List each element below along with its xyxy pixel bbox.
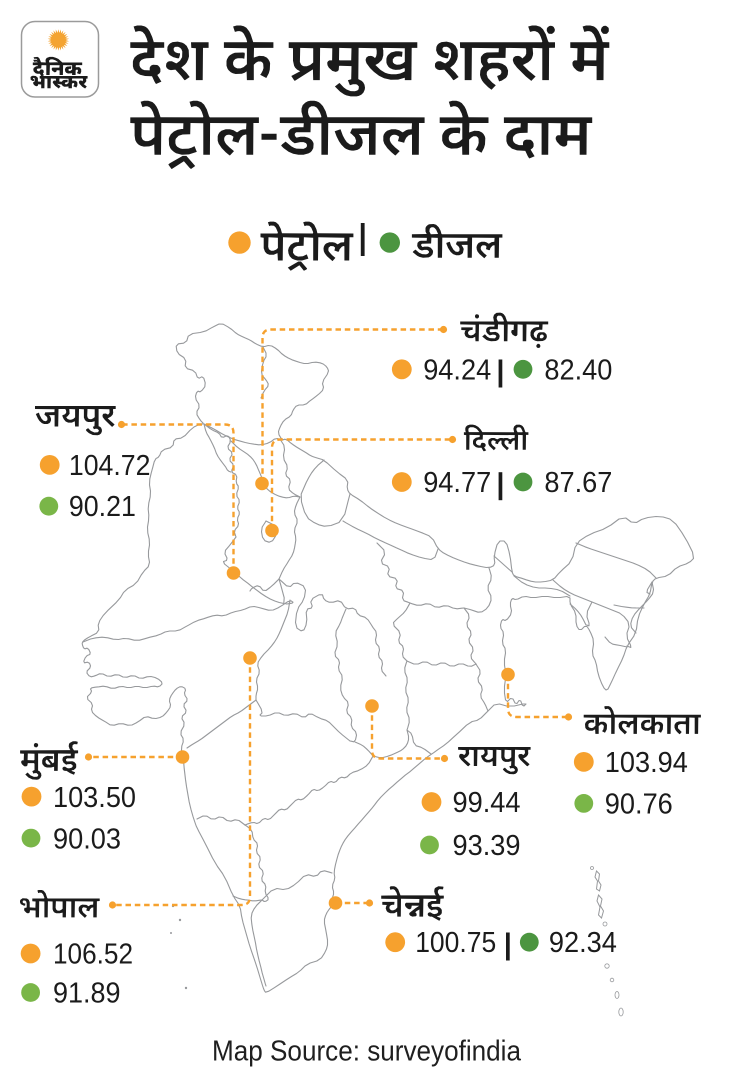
svg-text:94.77: 94.77 — [423, 467, 491, 499]
svg-text:91.89: 91.89 — [53, 978, 121, 1010]
svg-text:90.21: 90.21 — [69, 491, 136, 523]
svg-text:100.75: 100.75 — [415, 927, 496, 959]
svg-text:Map Source: surveyofindia: Map Source: surveyofindia — [212, 1036, 521, 1068]
svg-text:90.76: 90.76 — [605, 788, 673, 820]
svg-text:94.24: 94.24 — [423, 354, 491, 386]
svg-text:82.40: 82.40 — [544, 354, 612, 386]
svg-text:99.44: 99.44 — [453, 787, 521, 819]
svg-text:92.34: 92.34 — [549, 927, 617, 959]
svg-text:106.52: 106.52 — [53, 939, 133, 971]
svg-text:87.67: 87.67 — [544, 467, 612, 499]
svg-text:90.03: 90.03 — [53, 823, 121, 855]
svg-text:103.94: 103.94 — [605, 747, 688, 779]
svg-text:104.72: 104.72 — [69, 450, 150, 482]
svg-text:93.39: 93.39 — [453, 830, 521, 862]
svg-text:103.50: 103.50 — [53, 782, 136, 814]
